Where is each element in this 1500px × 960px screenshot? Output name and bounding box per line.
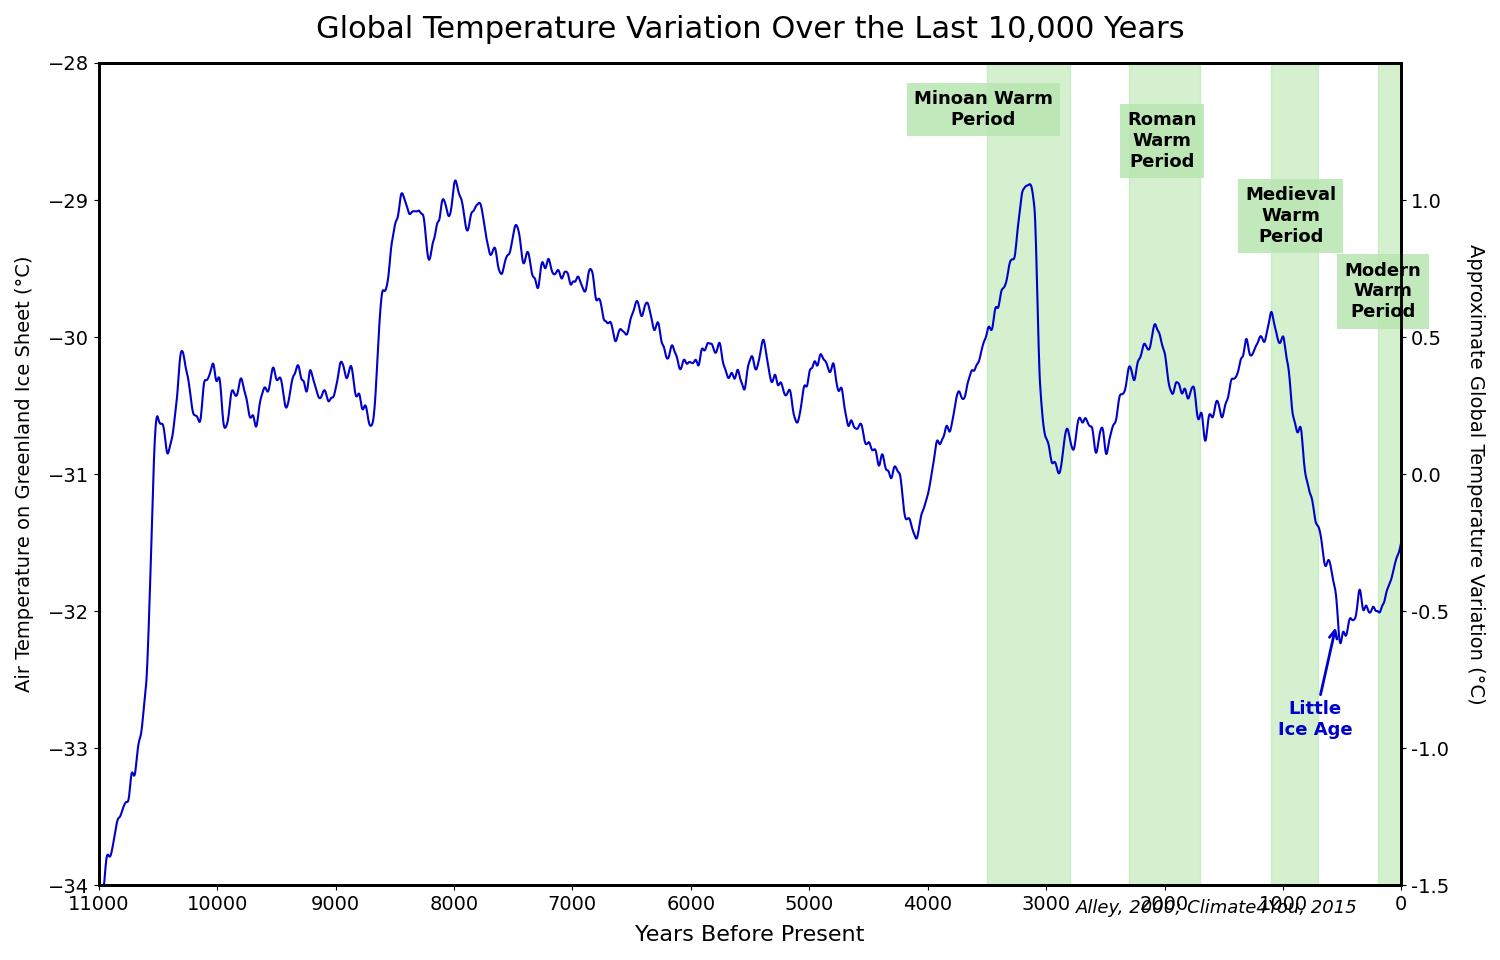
Title: Global Temperature Variation Over the Last 10,000 Years: Global Temperature Variation Over the La…: [315, 15, 1185, 44]
Y-axis label: Approximate Global Temperature Variation (°C): Approximate Global Temperature Variation…: [1466, 244, 1485, 705]
Text: Modern
Warm
Period: Modern Warm Period: [1344, 262, 1422, 322]
Bar: [1377, 63, 1401, 885]
Text: Medieval
Warm
Period: Medieval Warm Period: [1245, 186, 1336, 246]
Text: Alley, 2000; Climate4You, 2015: Alley, 2000; Climate4You, 2015: [1076, 899, 1358, 917]
Bar: [987, 63, 1070, 885]
Text: Little
Ice Age: Little Ice Age: [1278, 631, 1352, 739]
X-axis label: Years Before Present: Years Before Present: [636, 925, 864, 945]
Text: Minoan Warm
Period: Minoan Warm Period: [914, 90, 1053, 130]
Bar: [1130, 63, 1200, 885]
Y-axis label: Air Temperature on Greenland Ice Sheet (°C): Air Temperature on Greenland Ice Sheet (…: [15, 255, 34, 692]
Text: Roman
Warm
Period: Roman Warm Period: [1128, 111, 1197, 171]
Bar: [1270, 63, 1318, 885]
